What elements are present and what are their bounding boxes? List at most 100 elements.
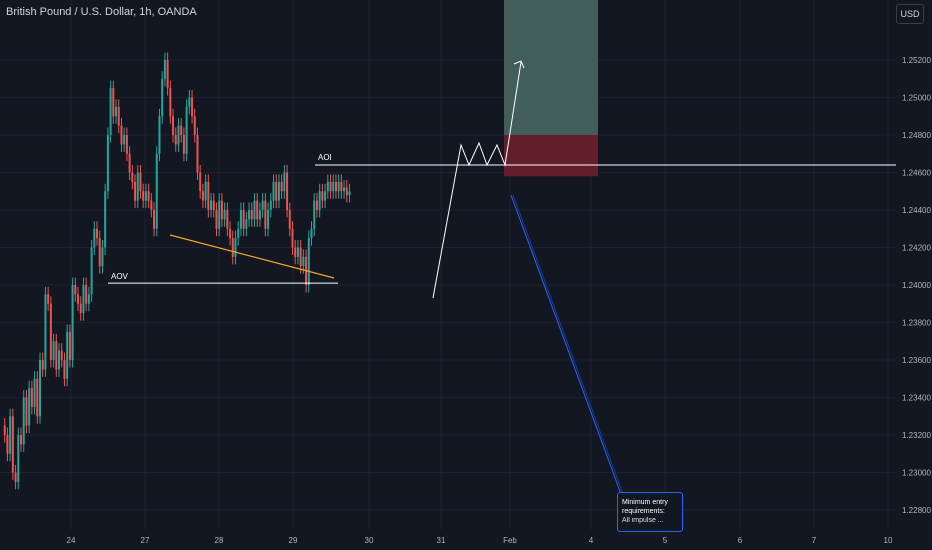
candle-body [101,247,104,267]
currency-button[interactable]: USD [896,4,924,24]
candle-body [58,350,61,370]
grid [0,0,895,530]
candle-body [180,125,183,135]
candle-body [169,88,172,117]
candle-body [334,181,337,192]
candle-body [283,172,286,192]
candle-body [291,228,294,248]
candle-body [280,181,283,192]
candle-body [71,285,74,360]
y-tick-label: 1.23000 [902,469,931,478]
candle-body [288,210,291,229]
candle-body [302,256,305,267]
drawings [108,60,896,495]
candle-body [93,228,96,248]
candle-body [204,181,207,201]
note-line-3: All impulse ... [622,517,664,524]
x-tick-label: 5 [663,536,668,545]
position-zones [504,0,598,177]
candle-body [207,181,210,210]
x-tick-label: Feb [503,536,517,545]
projection-line [510,194,622,495]
candle-body [98,238,101,267]
projection-path [432,61,522,299]
candle-body [25,397,28,426]
candle-body [294,247,297,257]
candle-body [39,360,42,417]
x-tick-label: 6 [738,536,743,545]
candle-body [161,78,164,117]
y-tick-label: 1.23200 [902,431,931,440]
candles [3,52,351,490]
candle-body [36,378,39,417]
candle-body [63,360,66,379]
candle-body [163,60,166,79]
candle-body [229,228,232,239]
candle-body [329,181,332,192]
x-tick-label: 28 [215,536,224,545]
candle-body [55,341,58,370]
candle-body [267,210,270,229]
candle-body [136,172,139,201]
candle-body [226,210,229,229]
candle-body [115,106,118,117]
trendline [169,234,335,279]
y-tick-label: 1.24000 [902,281,931,290]
candle-body [85,285,88,304]
candle-body [313,200,316,229]
projection-line-shadow [512,194,624,495]
candle-body [210,200,213,210]
candle-body [131,172,134,182]
candle-body [242,210,245,229]
y-tick-label: 1.23400 [902,394,931,403]
chart-title: British Pound / U.S. Dollar, 1h, OANDA [6,6,197,18]
aoi-label: AOI [318,153,332,162]
candle-body [3,425,6,435]
candle-body [272,181,275,201]
candle-body [153,210,156,229]
candle-body [199,172,202,192]
candle-body [223,210,226,220]
candle-body [82,285,85,314]
candle-body [343,187,346,192]
candle-body [77,294,80,304]
candle-body [28,388,31,426]
candle-body [286,172,289,210]
x-tick-label: 24 [67,536,76,545]
candle-body [177,125,180,145]
candle-body [215,210,218,229]
candle-body [128,153,131,173]
candle-body [340,181,343,192]
candle-body [79,303,82,314]
candle-body [212,200,215,210]
candle-body [14,472,17,482]
time-axis[interactable]: 24 27 28 29 30 31 Feb 4 5 6 7 10 [67,536,893,545]
x-tick-label: 4 [589,536,594,545]
candle-body [237,228,240,239]
x-tick-label: 31 [437,536,446,545]
price-axis[interactable]: 1.25200 1.25000 1.24800 1.24600 1.24400 1.242… [902,56,931,515]
candle-body [109,88,112,135]
note-box[interactable]: Minimum entry requirements: All impulse … [617,492,683,532]
candle-body [139,172,142,192]
candle-body [172,116,175,135]
candle-body [22,397,25,445]
candle-body [158,116,161,154]
candle-body [44,294,47,370]
candle-body [324,191,327,201]
candle-body [253,200,256,220]
candle-body [30,388,33,407]
y-tick-label: 1.25000 [902,94,931,103]
candle-body [332,181,335,192]
y-tick-label: 1.23600 [902,356,931,365]
candle-body [96,228,99,239]
candle-body [155,153,158,229]
candle-body [299,247,302,267]
candle-body [245,219,248,229]
candle-body [248,210,251,220]
candle-body [41,360,44,370]
candle-body [345,187,348,195]
x-tick-label: 30 [365,536,374,545]
candle-body [144,191,147,201]
